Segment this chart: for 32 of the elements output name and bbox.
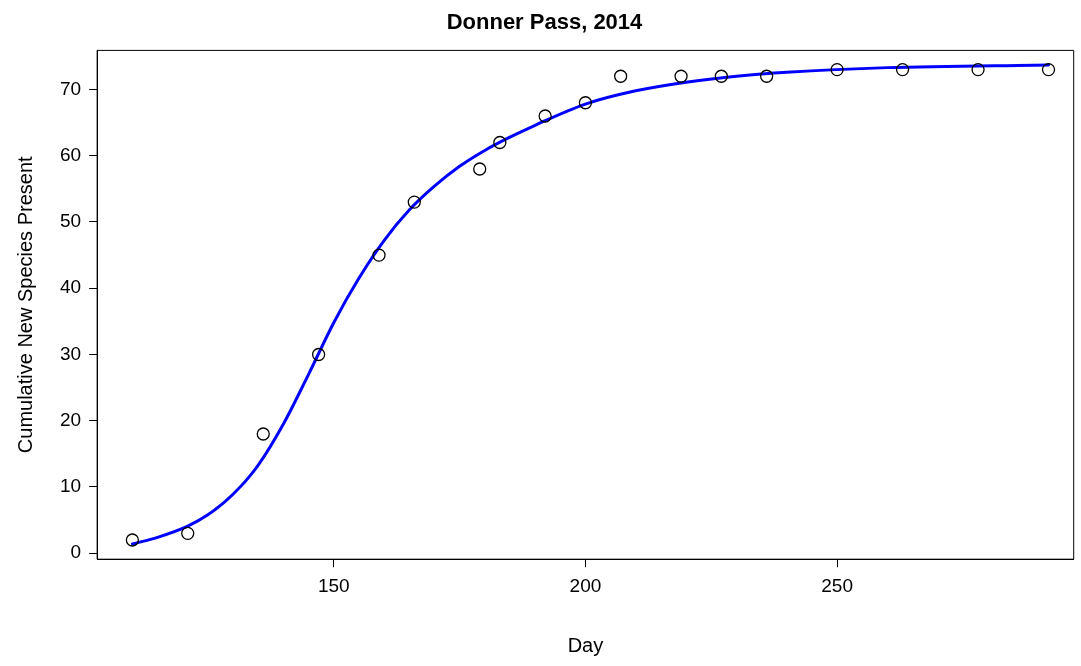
point xyxy=(830,62,844,77)
point xyxy=(372,248,386,262)
y-tick-label: 60 xyxy=(59,143,82,165)
point xyxy=(714,69,728,83)
point xyxy=(1041,62,1056,77)
point xyxy=(311,347,326,362)
y-axis-title: Cumulative New Species Present xyxy=(13,155,36,454)
y-tick-label: 0 xyxy=(70,541,82,563)
x-tick-label: 250 xyxy=(821,574,853,596)
point xyxy=(578,96,593,110)
y-tick-label: 30 xyxy=(59,342,82,364)
y-tick-label: 50 xyxy=(59,210,82,232)
point xyxy=(473,162,487,176)
point xyxy=(125,533,140,547)
y-tick-label: 70 xyxy=(59,77,82,99)
point xyxy=(759,69,774,83)
y-tick-label: 10 xyxy=(59,475,82,497)
y-tick-label: 40 xyxy=(59,276,82,298)
point xyxy=(674,69,688,83)
point xyxy=(538,109,552,123)
point xyxy=(407,195,421,209)
point xyxy=(614,69,628,83)
x-tick-label: 200 xyxy=(569,574,602,596)
chart-title: Donner Pass, 2014 xyxy=(446,9,644,35)
point xyxy=(181,526,195,541)
y-tick-label: 20 xyxy=(59,408,82,430)
x-axis-title: Day xyxy=(567,633,604,656)
point xyxy=(971,62,985,77)
point xyxy=(256,427,270,441)
point xyxy=(895,62,910,77)
x-tick-label: 150 xyxy=(317,574,350,596)
point xyxy=(493,135,507,150)
